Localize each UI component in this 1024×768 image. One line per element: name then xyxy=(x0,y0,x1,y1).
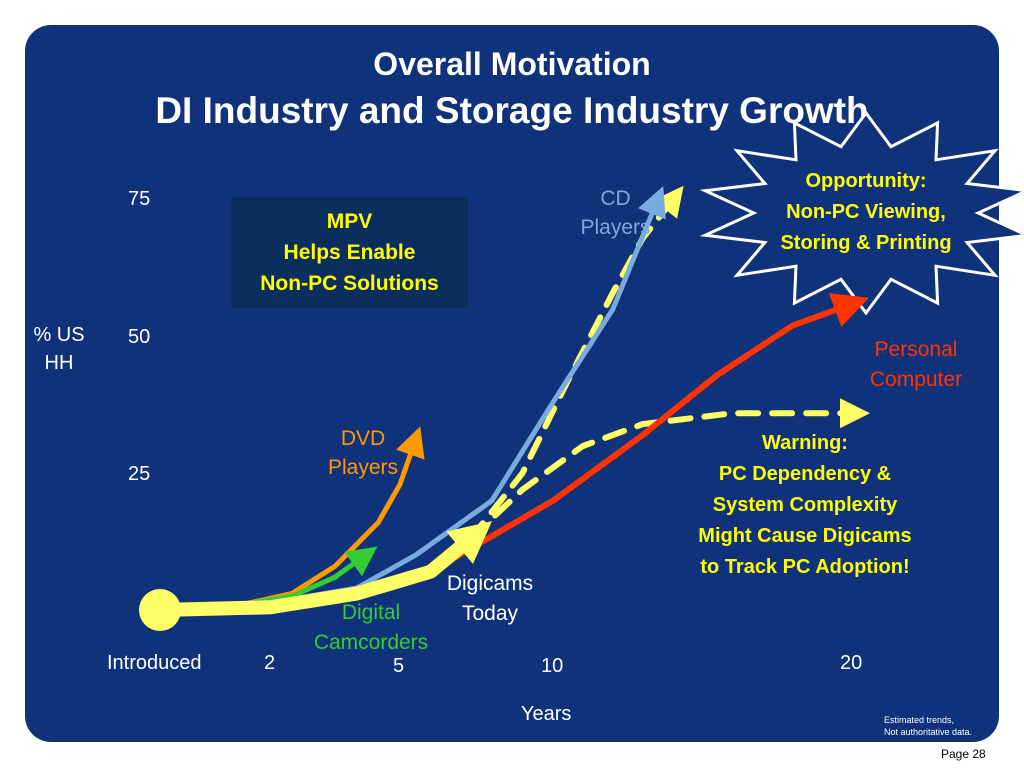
y-tick-50: 50 xyxy=(128,326,151,348)
digital-camcorders-label: Digital Camcorders xyxy=(300,598,442,658)
dvd-label-line2: Players xyxy=(327,456,399,479)
y-tick-25: 25 xyxy=(128,463,151,485)
y-axis-label-line2: HH xyxy=(44,352,74,374)
warning-line3: System Complexity xyxy=(712,494,898,516)
mpv-line3: Non-PC Solutions xyxy=(260,272,439,295)
slide-title: Overall Motivation xyxy=(373,46,651,82)
opportunity-callout: Opportunity: Non-PC Viewing, Storing & P… xyxy=(746,166,986,259)
dvd-players-label: DVD Players xyxy=(313,424,413,482)
opportunity-line3: Storing & Printing xyxy=(780,232,952,254)
y-axis-label: % US HH xyxy=(24,321,94,377)
x-tick-introduced: Introduced xyxy=(107,652,202,674)
page-number: Page 28 xyxy=(941,747,986,761)
y-tick-75: 75 xyxy=(128,188,151,210)
warning-line2: PC Dependency & xyxy=(718,463,892,485)
cd-players-label: CD Players xyxy=(568,184,663,242)
footnote-line1: Estimated trends, xyxy=(884,715,955,725)
pc-label-line1: Personal xyxy=(874,338,958,361)
footnote-line2: Not authoritative data. xyxy=(884,727,973,737)
x-tick-10: 10 xyxy=(541,655,564,677)
digicams-label-line2: Today xyxy=(461,602,519,625)
chart-lines xyxy=(153,185,870,617)
x-tick-2: 2 xyxy=(264,652,276,674)
footnote: Estimated trends, Not authoritative data… xyxy=(884,714,972,738)
x-tick-20: 20 xyxy=(840,652,863,674)
warning-line1: Warning: xyxy=(762,432,848,454)
opportunity-line2: Non-PC Viewing, xyxy=(786,201,946,223)
pc-label-line2: Computer xyxy=(869,368,963,391)
camcorders-label-line2: Camcorders xyxy=(313,631,429,654)
x-tick-5: 5 xyxy=(393,655,405,677)
cd-label-line2: Players xyxy=(580,216,651,239)
warning-projection-line xyxy=(467,398,870,542)
warning-line4: Might Cause Digicams xyxy=(698,525,912,547)
opportunity-line1: Opportunity: xyxy=(805,170,927,192)
warning-callout: Warning: PC Dependency & System Complexi… xyxy=(660,428,950,583)
digicams-today-line xyxy=(153,521,493,617)
personal-computer-label: Personal Computer xyxy=(851,335,981,395)
origin-dot xyxy=(139,589,181,631)
opportunity-projection-line xyxy=(467,185,684,542)
mpv-line2: Helps Enable xyxy=(283,241,416,264)
x-axis-label: Years xyxy=(521,703,572,725)
mpv-callout: MPV Helps Enable Non-PC Solutions xyxy=(231,197,468,308)
mpv-line1: MPV xyxy=(326,210,373,233)
digicams-today-label: Digicams Today xyxy=(430,569,550,629)
y-axis-label-line1: % US xyxy=(33,324,85,346)
slide-subtitle: DI Industry and Storage Industry Growth xyxy=(155,90,869,131)
warning-line5: to Track PC Adoption! xyxy=(700,556,910,578)
digicams-label-line1: Digicams xyxy=(446,572,534,595)
camcorders-label-line1: Digital xyxy=(341,601,401,624)
dvd-label-line1: DVD xyxy=(340,427,386,450)
cd-label-line1: CD xyxy=(600,187,631,210)
